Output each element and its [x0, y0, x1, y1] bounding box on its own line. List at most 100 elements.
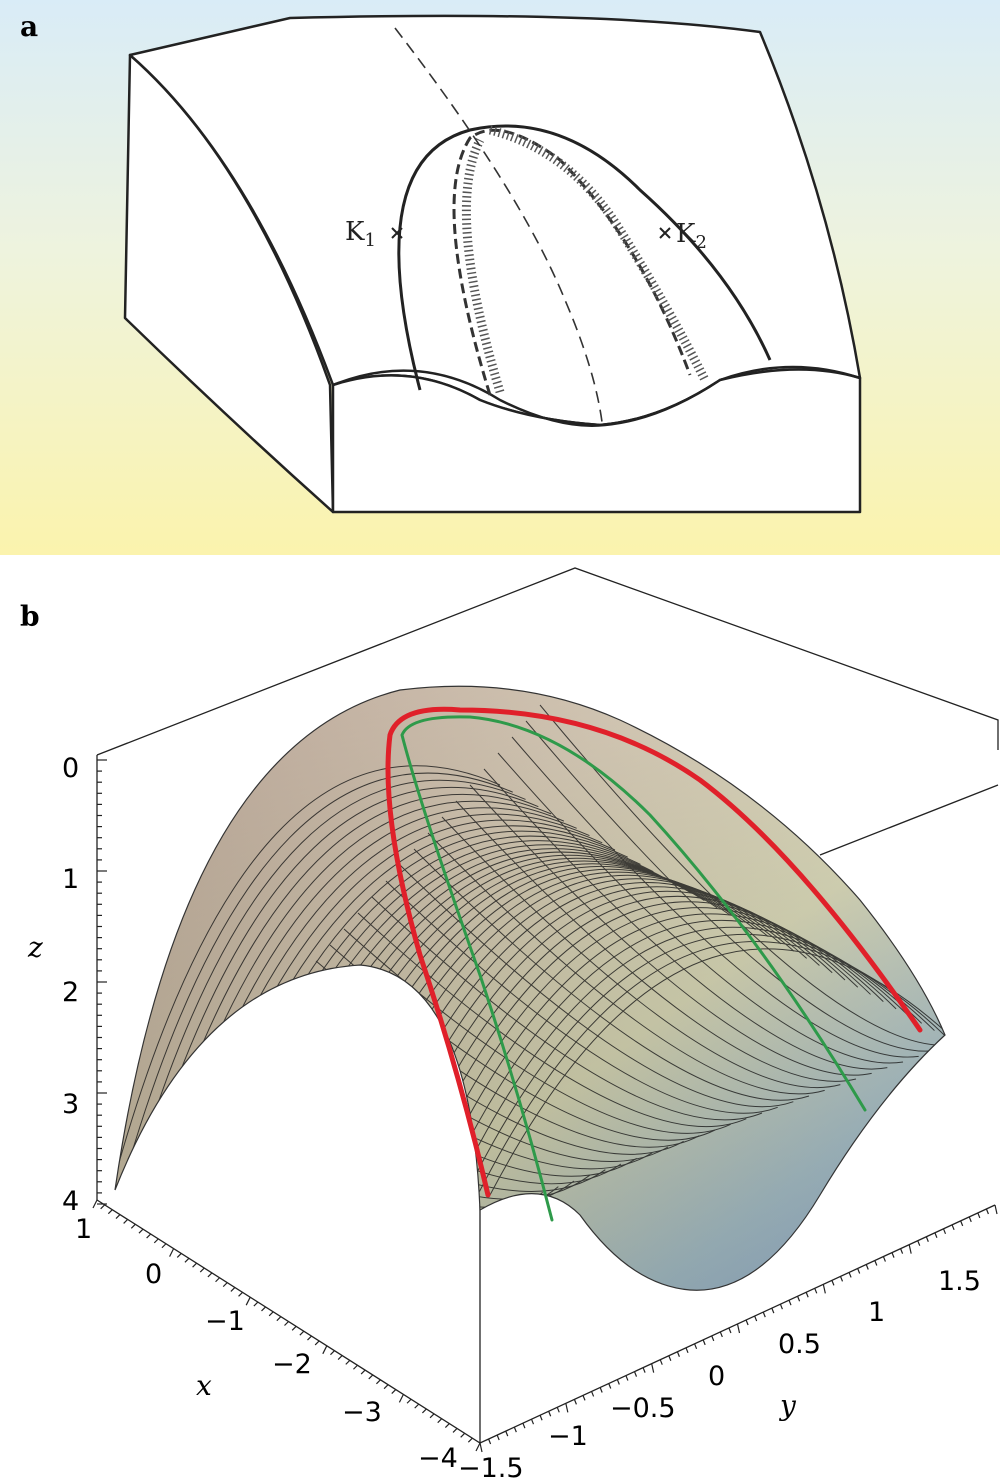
x-tick-mark	[92, 1199, 98, 1209]
y-tick-m0_5: −0.5	[610, 1393, 676, 1424]
surface	[115, 686, 945, 1291]
x-tick-mark	[130, 1223, 136, 1229]
y-tick-mark	[616, 1379, 620, 1385]
y-tick-mark	[908, 1244, 912, 1254]
y-tick-m1: −1	[548, 1421, 588, 1452]
mesh-line	[455, 800, 857, 1082]
x-tick-mark	[299, 1330, 305, 1336]
x-tick-m2: −2	[272, 1349, 312, 1380]
x-tick-mark	[115, 1214, 121, 1220]
y-tick-0_5: 0.5	[778, 1329, 821, 1360]
y-tick-mark	[633, 1371, 638, 1377]
x-tick-mark	[138, 1228, 144, 1234]
y-tick-mark	[608, 1383, 612, 1389]
y-tick-mark	[857, 1268, 861, 1274]
x-tick-mark	[153, 1238, 159, 1244]
mesh-line	[371, 896, 763, 1121]
x-tick-mark	[414, 1403, 420, 1409]
y-tick-mark	[539, 1415, 543, 1421]
x-axis-label: x	[196, 1369, 212, 1402]
y-tick-mark	[788, 1299, 792, 1306]
x-tick-mark	[337, 1355, 343, 1360]
y-tick-mark	[685, 1347, 689, 1354]
ridge-outline	[397, 124, 772, 391]
z-axis: 0 1 2 3 4 z	[27, 753, 107, 1217]
trough-front-curve	[332, 365, 861, 427]
x-tick-mark	[353, 1364, 358, 1370]
mesh-line	[141, 786, 539, 1185]
y-tick-mark	[591, 1391, 595, 1397]
x-tick-mark	[429, 1413, 435, 1419]
y-tick-mark	[728, 1327, 732, 1334]
x-tick-mark	[284, 1321, 289, 1326]
mesh-line	[511, 736, 919, 1058]
x-tick-mark	[345, 1359, 351, 1365]
dashed-axis-line	[394, 27, 603, 423]
y-tick-mark	[771, 1307, 775, 1314]
y-tick-mark	[513, 1426, 517, 1433]
y-tick-mark	[805, 1292, 809, 1298]
y-tick-mark	[779, 1303, 783, 1310]
y-tick-mark	[522, 1422, 526, 1429]
y-tick-mark	[874, 1260, 878, 1266]
mesh-line	[385, 880, 778, 1114]
y-tick-mark	[891, 1252, 895, 1258]
y-tick-mark	[719, 1331, 723, 1338]
x-tick-mark	[199, 1267, 205, 1273]
ridge-hatching-right	[488, 125, 710, 383]
y-tick-mark	[651, 1363, 655, 1373]
x-tick-mark	[192, 1262, 198, 1268]
y-axis-label: y	[778, 1389, 797, 1422]
svg-text:K1: K1	[345, 217, 376, 251]
block-diagram: K1 K2	[123, 14, 862, 514]
y-tick-mark	[797, 1296, 801, 1302]
y-tick-mark	[900, 1248, 904, 1254]
mesh-line	[133, 1168, 497, 1250]
y-tick-mark	[573, 1399, 577, 1405]
x-tick-mark	[107, 1209, 113, 1215]
x-tick-mark	[330, 1350, 335, 1356]
y-tick-mark	[736, 1323, 741, 1334]
x-tick-mark	[368, 1374, 374, 1380]
y-tick-mark	[711, 1335, 715, 1342]
mesh-line	[115, 765, 501, 1196]
z-axis-label: z	[27, 931, 43, 964]
y-tick-mark	[659, 1359, 663, 1365]
y-tick-mark	[839, 1276, 844, 1282]
x-tick-mark	[375, 1379, 381, 1385]
x-tick-mark	[398, 1394, 404, 1403]
panel-b: b	[0, 555, 1000, 1483]
y-tick-mark	[994, 1204, 998, 1215]
x-tick-mark	[360, 1369, 366, 1375]
y-tick-mark	[917, 1240, 921, 1246]
red-curve	[385, 706, 923, 1198]
y-tick-mark	[625, 1375, 629, 1381]
x-tick-mark	[161, 1243, 167, 1249]
panel-a-letter: a	[20, 10, 39, 43]
x-tick-mark	[169, 1248, 175, 1257]
x-tick-mark	[207, 1272, 213, 1278]
mesh-line	[161, 1136, 528, 1233]
panel-b-letter: b	[20, 600, 40, 633]
x-tick-mark	[123, 1219, 129, 1224]
y-tick-mark	[496, 1434, 500, 1441]
x-tick-mark	[383, 1384, 389, 1390]
x-tick-mark	[307, 1335, 312, 1341]
k2-marker: K2	[659, 219, 707, 253]
x-tick-mark	[460, 1432, 466, 1438]
z-tick-3: 3	[62, 1089, 79, 1120]
x-tick-mark	[230, 1287, 236, 1292]
y-tick-1_5: 1.5	[938, 1266, 981, 1297]
mesh-line	[525, 720, 935, 1052]
x-tick-mark	[146, 1233, 152, 1239]
x-tick-mark	[314, 1340, 320, 1346]
y-tick-mark	[745, 1319, 749, 1326]
x-tick-mark	[261, 1306, 266, 1312]
y-tick-mark	[882, 1256, 886, 1262]
x-tick-mark	[475, 1442, 481, 1452]
mesh-line	[427, 832, 825, 1095]
surface-plot: 0 1 2 3 4 z 1 0 −1 −2 −3 −4 x −1.5 −1 −0…	[27, 567, 999, 1483]
y-tick-mark	[505, 1430, 509, 1437]
y-tick-mark	[942, 1228, 947, 1235]
x-tick-m1: −1	[205, 1306, 245, 1337]
